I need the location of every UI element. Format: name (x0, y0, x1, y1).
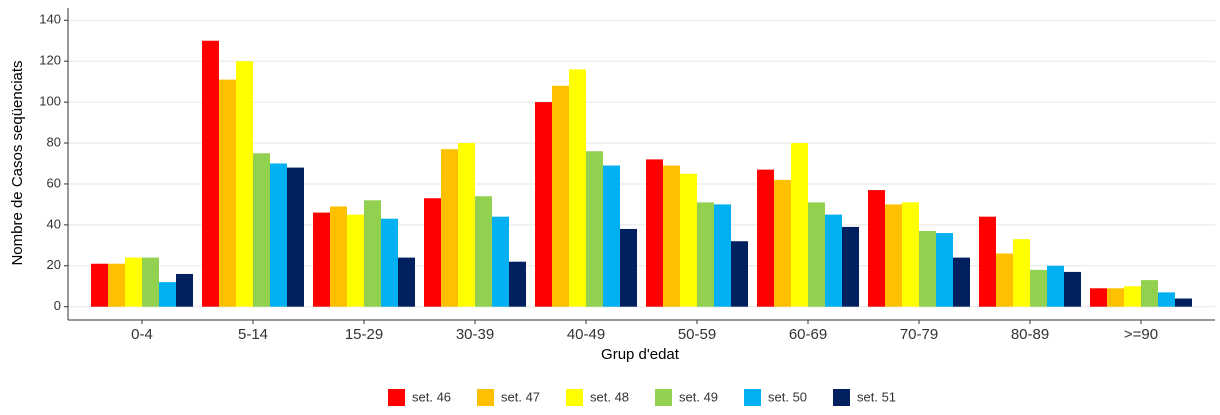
bar (330, 206, 347, 307)
bar (492, 216, 509, 307)
bar (1013, 239, 1030, 307)
legend-label: set. 51 (857, 389, 896, 404)
bar (936, 233, 953, 307)
bar (1047, 265, 1064, 307)
bar (535, 102, 552, 307)
bar (475, 196, 492, 307)
bar (697, 202, 714, 307)
bar (586, 151, 603, 307)
bar (979, 216, 996, 307)
bar (202, 40, 219, 307)
bar (680, 173, 697, 307)
x-tick-label: 70-79 (900, 326, 938, 343)
bar (91, 263, 108, 307)
bar (1090, 288, 1107, 307)
y-tick-label: 120 (39, 53, 61, 68)
bar (825, 214, 842, 307)
x-tick-label: 30-39 (456, 326, 494, 343)
bar (424, 198, 441, 307)
bar (791, 143, 808, 307)
legend-swatch (744, 389, 761, 406)
bar (663, 165, 680, 307)
bar (1030, 269, 1047, 307)
y-tick-label: 20 (47, 257, 61, 272)
bar (1107, 288, 1124, 307)
bar (996, 253, 1013, 307)
x-tick-label: 60-69 (789, 326, 827, 343)
x-tick-label: 0-4 (131, 326, 153, 343)
legend-swatch (833, 389, 850, 406)
bar (953, 257, 970, 307)
bar (253, 153, 270, 307)
bar (125, 257, 142, 307)
bar (808, 202, 825, 307)
legend-swatch (388, 389, 405, 406)
bar (108, 263, 125, 307)
bar (603, 165, 620, 307)
bar (381, 218, 398, 307)
bar (552, 85, 569, 307)
bar (458, 143, 475, 307)
bar (509, 261, 526, 307)
bar (1175, 298, 1192, 307)
bar (757, 169, 774, 307)
x-tick-label: 50-59 (678, 326, 716, 343)
bar (714, 204, 731, 307)
y-tick-label: 80 (47, 134, 61, 149)
bar (919, 231, 936, 307)
bar (219, 79, 236, 307)
x-axis-title: Grup d'edat (601, 346, 680, 363)
y-tick-label: 40 (47, 216, 61, 231)
bar (842, 226, 859, 307)
legend-swatch (477, 389, 494, 406)
bar (142, 257, 159, 307)
bar (159, 282, 176, 307)
legend-label: set. 50 (768, 389, 807, 404)
bar (774, 179, 791, 307)
y-tick-label: 60 (47, 175, 61, 190)
bar (902, 202, 919, 307)
y-tick-label: 0 (54, 298, 61, 313)
bar (364, 200, 381, 307)
bar (646, 159, 663, 307)
bar (1124, 286, 1141, 307)
bar (569, 69, 586, 307)
bar (1064, 271, 1081, 307)
y-axis-title: Nombre de Casos seqüenciats (9, 60, 26, 265)
bar (313, 212, 330, 307)
bar (270, 163, 287, 307)
x-tick-label: >=90 (1124, 326, 1158, 343)
bar (885, 204, 902, 307)
y-tick-label: 100 (39, 94, 61, 109)
bar (620, 228, 637, 307)
bar (398, 257, 415, 307)
legend-swatch (566, 389, 583, 406)
bar (441, 149, 458, 307)
x-tick-label: 15-29 (345, 326, 383, 343)
bar (868, 190, 885, 307)
legend-label: set. 49 (679, 389, 718, 404)
y-tick-label: 140 (39, 12, 61, 27)
bar (1141, 280, 1158, 307)
legend-label: set. 46 (412, 389, 451, 404)
legend-label: set. 48 (590, 389, 629, 404)
bar (1158, 292, 1175, 307)
bar (287, 167, 304, 307)
x-tick-label: 40-49 (567, 326, 605, 343)
x-tick-label: 80-89 (1011, 326, 1049, 343)
legend-label: set. 47 (501, 389, 540, 404)
legend-swatch (655, 389, 672, 406)
bar (236, 61, 253, 307)
x-tick-label: 5-14 (238, 326, 268, 343)
bar (176, 273, 193, 307)
bar (731, 241, 748, 307)
bar (347, 214, 364, 307)
